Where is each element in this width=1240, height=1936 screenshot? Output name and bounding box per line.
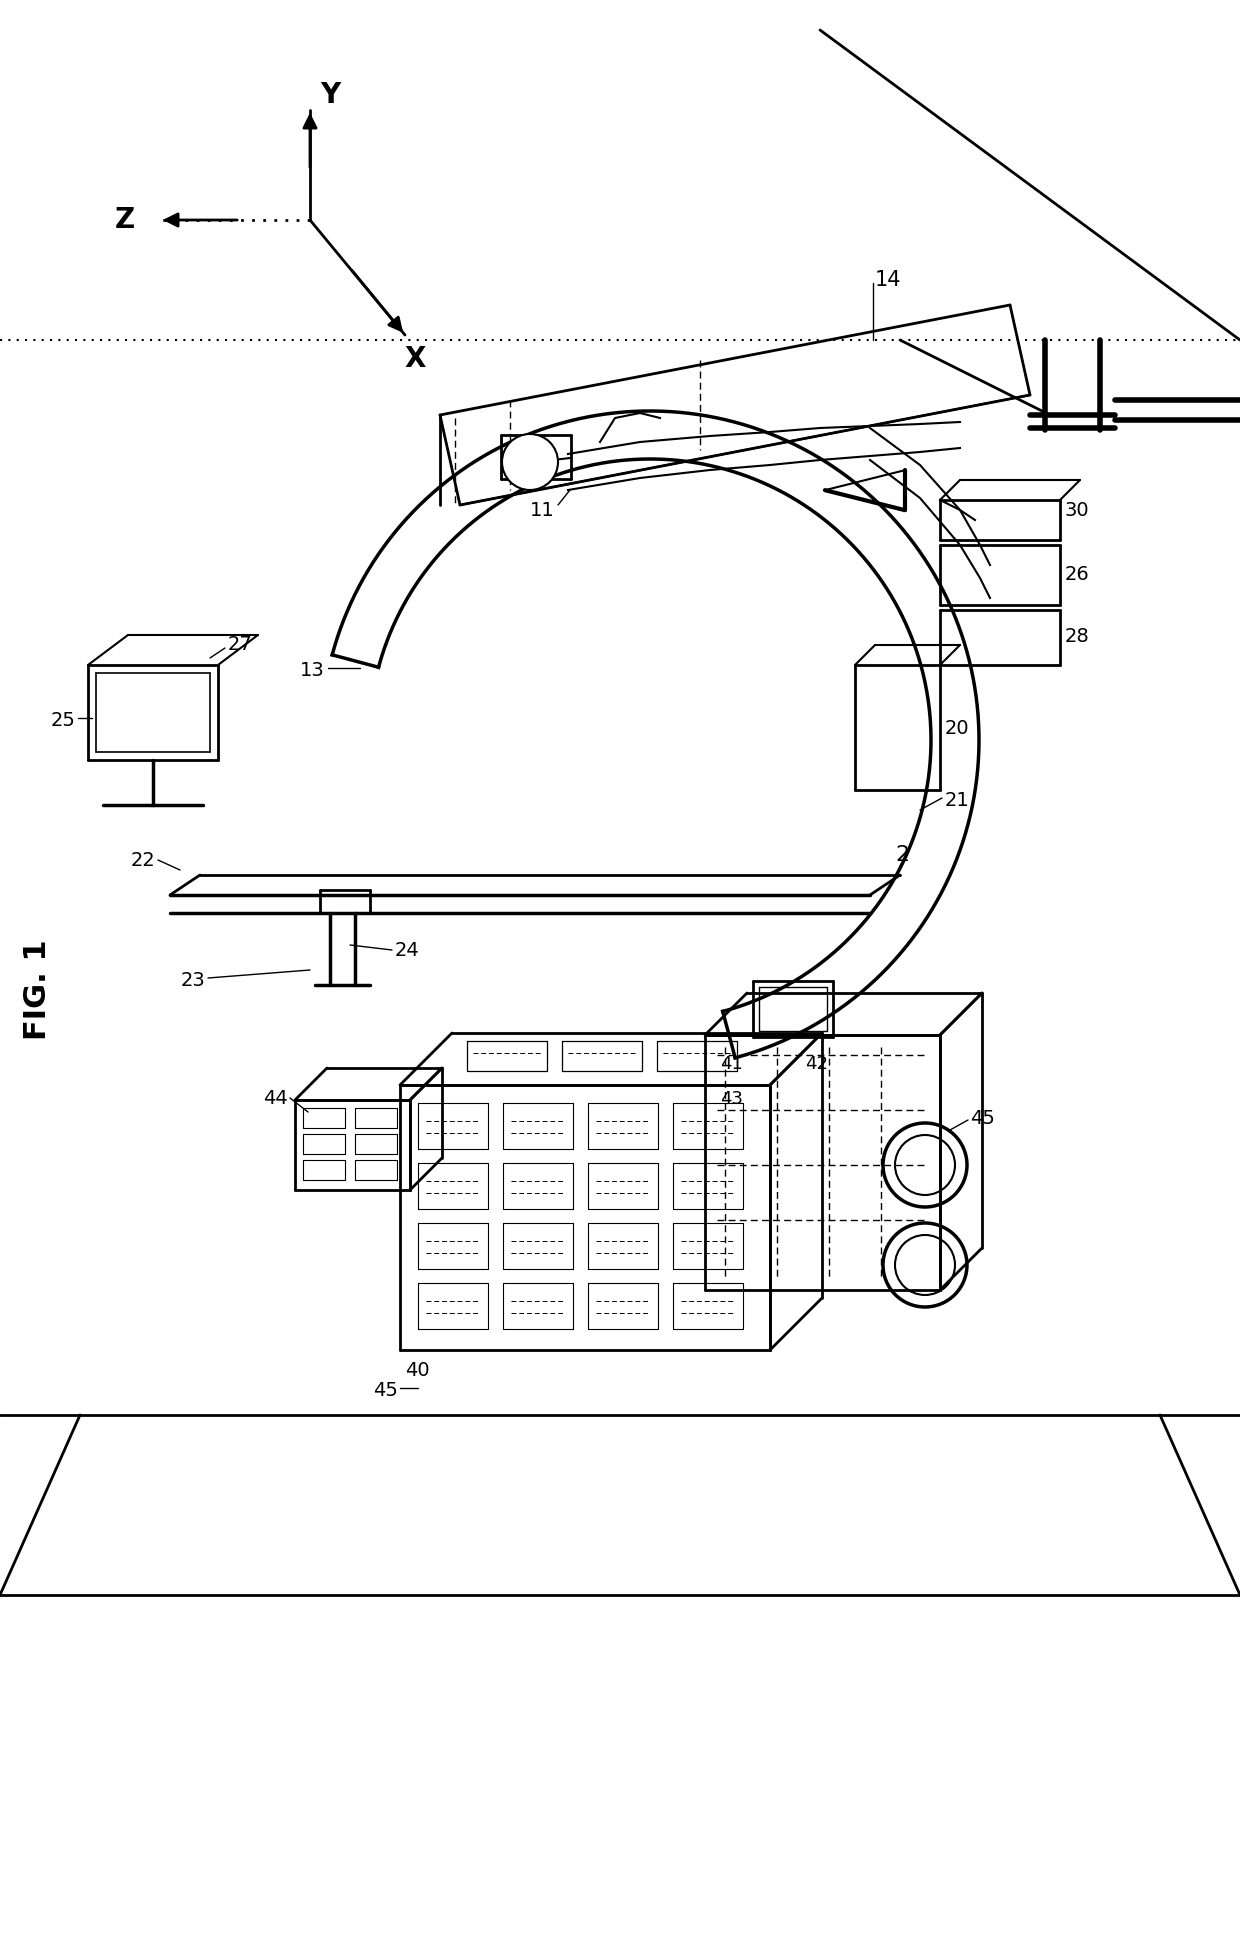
Text: 13: 13 bbox=[300, 660, 325, 680]
Text: 45: 45 bbox=[373, 1380, 398, 1400]
Text: 14: 14 bbox=[875, 269, 901, 290]
Text: 20: 20 bbox=[945, 718, 970, 738]
Text: 42: 42 bbox=[805, 1055, 828, 1073]
Text: 45: 45 bbox=[970, 1109, 994, 1127]
Text: FIG. 1: FIG. 1 bbox=[24, 939, 52, 1040]
Text: 2: 2 bbox=[895, 844, 909, 865]
Text: 43: 43 bbox=[720, 1090, 743, 1107]
Text: 23: 23 bbox=[180, 970, 205, 989]
Text: 26: 26 bbox=[1065, 565, 1090, 585]
Text: Y: Y bbox=[320, 81, 340, 108]
Text: 27: 27 bbox=[228, 635, 253, 654]
Text: X: X bbox=[404, 345, 425, 374]
Text: 25: 25 bbox=[50, 711, 74, 730]
Text: 28: 28 bbox=[1065, 627, 1090, 647]
Text: 41: 41 bbox=[720, 1055, 743, 1073]
Text: 21: 21 bbox=[945, 790, 970, 809]
Text: 24: 24 bbox=[396, 941, 420, 960]
Text: 44: 44 bbox=[263, 1088, 288, 1107]
Text: 30: 30 bbox=[1065, 501, 1090, 519]
Text: 22: 22 bbox=[130, 850, 155, 869]
Text: 40: 40 bbox=[405, 1361, 429, 1380]
Circle shape bbox=[502, 434, 558, 490]
Text: Z: Z bbox=[115, 205, 135, 234]
Text: 11: 11 bbox=[531, 501, 556, 519]
